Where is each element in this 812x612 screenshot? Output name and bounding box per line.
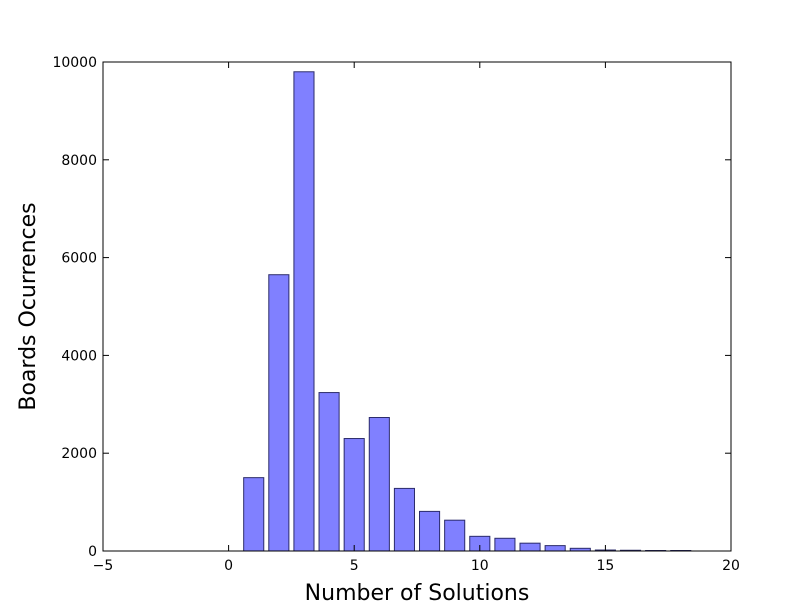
y-tick-label: 10000 bbox=[52, 55, 97, 71]
y-tick-label: 0 bbox=[88, 544, 97, 560]
bar-4 bbox=[318, 392, 340, 552]
bar-9 bbox=[444, 519, 466, 552]
x-axis-title: Number of Solutions bbox=[305, 581, 530, 606]
x-tick-label: 15 bbox=[596, 558, 614, 574]
y-tick-label: 4000 bbox=[61, 348, 97, 364]
bars bbox=[243, 71, 692, 552]
x-tick-label: 0 bbox=[224, 558, 233, 574]
y-tick-label: 6000 bbox=[61, 251, 97, 267]
x-tick-label: 5 bbox=[350, 558, 359, 574]
bar-1 bbox=[243, 477, 265, 552]
bar-2 bbox=[268, 274, 290, 552]
bar-13 bbox=[544, 545, 566, 552]
bar-11 bbox=[494, 537, 516, 552]
bar-5 bbox=[343, 438, 365, 552]
bar-6 bbox=[368, 417, 390, 552]
bar-3 bbox=[293, 71, 315, 552]
y-tick-label: 8000 bbox=[61, 153, 97, 169]
bar-8 bbox=[419, 510, 441, 552]
plot-area-frame bbox=[102, 61, 732, 552]
bar-7 bbox=[393, 487, 415, 552]
x-tick-label: 10 bbox=[471, 558, 489, 574]
y-axis-title: Boards Ocurrences bbox=[16, 202, 41, 410]
x-tick-label: −5 bbox=[93, 558, 114, 574]
x-tick-label: 20 bbox=[722, 558, 740, 574]
bar-12 bbox=[519, 542, 541, 552]
y-tick-label: 2000 bbox=[61, 446, 97, 462]
